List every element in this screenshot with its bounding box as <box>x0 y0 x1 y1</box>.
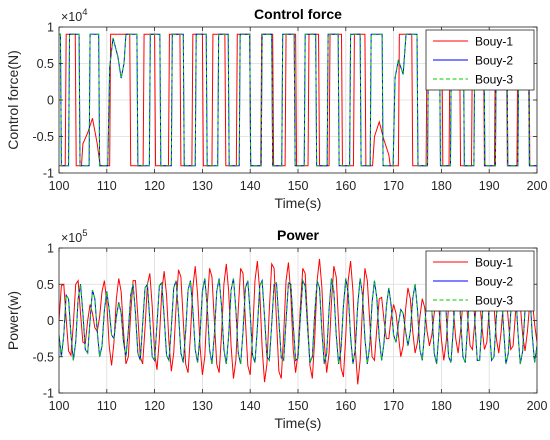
chart-1-x-tick-label: 170 <box>383 179 404 193</box>
chart-1-x-tick-label: 200 <box>527 179 548 193</box>
chart-2-y-tick-label: -0.5 <box>32 350 54 364</box>
chart-2-x-tick-label: 160 <box>335 399 356 413</box>
chart-1-exponent-label: ×104 <box>61 7 88 24</box>
chart-1-x-tick-label: 140 <box>240 179 261 193</box>
chart-1-legend-box <box>425 29 535 91</box>
chart-2-y-tick-label: -1 <box>43 387 54 401</box>
chart-1-y-tick-label: 1 <box>47 21 54 35</box>
chart-1-y-axis-label: Control force(N) <box>5 50 21 150</box>
chart-2-x-tick-label: 140 <box>240 399 261 413</box>
chart-1-x-tick-label: 120 <box>144 179 165 193</box>
chart-2-legend-label-1: Bouy-1 <box>475 256 513 270</box>
chart-2-legend: Bouy-1 Bouy-2 Bouy-3 <box>425 250 535 312</box>
chart-2-x-tick-label: 110 <box>97 399 117 413</box>
chart-2-x-tick-label: 150 <box>288 399 309 413</box>
chart-1-x-tick-label: 180 <box>431 179 452 193</box>
chart-2-x-axis-label: Time(s) <box>275 415 322 431</box>
chart-1-y-tick-label: -1 <box>43 167 54 181</box>
chart-1-title: Control force <box>254 6 342 22</box>
chart-2-title: Power <box>277 227 320 243</box>
chart-2-x-tick-label: 100 <box>49 399 70 413</box>
chart-2-y-tick-label: 0.5 <box>37 278 54 292</box>
chart-2-x-tick-label: 120 <box>144 399 165 413</box>
chart-2-y-tick-label: 1 <box>47 242 54 256</box>
control-force-panel: 100 110 120 130 140 150 160 170 180 190 200 -1 -0.5 0… <box>5 6 547 211</box>
chart-1-y-tick-label: 0.5 <box>37 57 54 71</box>
chart-2-x-tick-label: 130 <box>192 399 213 413</box>
chart-2-exponent-label: ×105 <box>61 228 88 245</box>
chart-1-x-tick-label: 150 <box>288 179 309 193</box>
chart-2-x-tick-label: 190 <box>479 399 500 413</box>
chart-2-x-tick-label: 180 <box>431 399 452 413</box>
chart-1-x-tick-label: 110 <box>97 179 117 193</box>
chart-1-legend: Bouy-1 Bouy-2 Bouy-3 <box>425 29 535 91</box>
chart-2-y-tick-label: 0 <box>47 314 54 328</box>
chart-1-x-tick-label: 160 <box>335 179 356 193</box>
chart-1-y-tick-label: 0 <box>47 94 54 108</box>
chart-2-legend-label-3: Bouy-3 <box>475 294 513 308</box>
chart-1-x-tick-label: 130 <box>192 179 213 193</box>
chart-1-legend-label-1: Bouy-1 <box>475 35 513 49</box>
chart-1-y-tick-label: -0.5 <box>32 130 54 144</box>
chart-2-x-tick-label: 200 <box>527 399 548 413</box>
chart-2-series-3-line <box>59 276 537 365</box>
chart-1-x-axis-label: Time(s) <box>275 195 322 211</box>
chart-1-legend-label-2: Bouy-2 <box>475 54 513 68</box>
power-panel: 100 110 120 130 140 150 160 170 180 190 200 -1 -0.5 0… <box>5 227 547 431</box>
chart-1-legend-label-3: Bouy-3 <box>475 73 513 87</box>
chart-1-x-tick-label: 100 <box>49 179 70 193</box>
chart-2-y-axis-label: Power(w) <box>5 291 21 350</box>
chart-2-x-tick-label: 170 <box>383 399 404 413</box>
chart-2-legend-label-2: Bouy-2 <box>475 275 513 289</box>
chart-1-x-tick-label: 190 <box>479 179 500 193</box>
